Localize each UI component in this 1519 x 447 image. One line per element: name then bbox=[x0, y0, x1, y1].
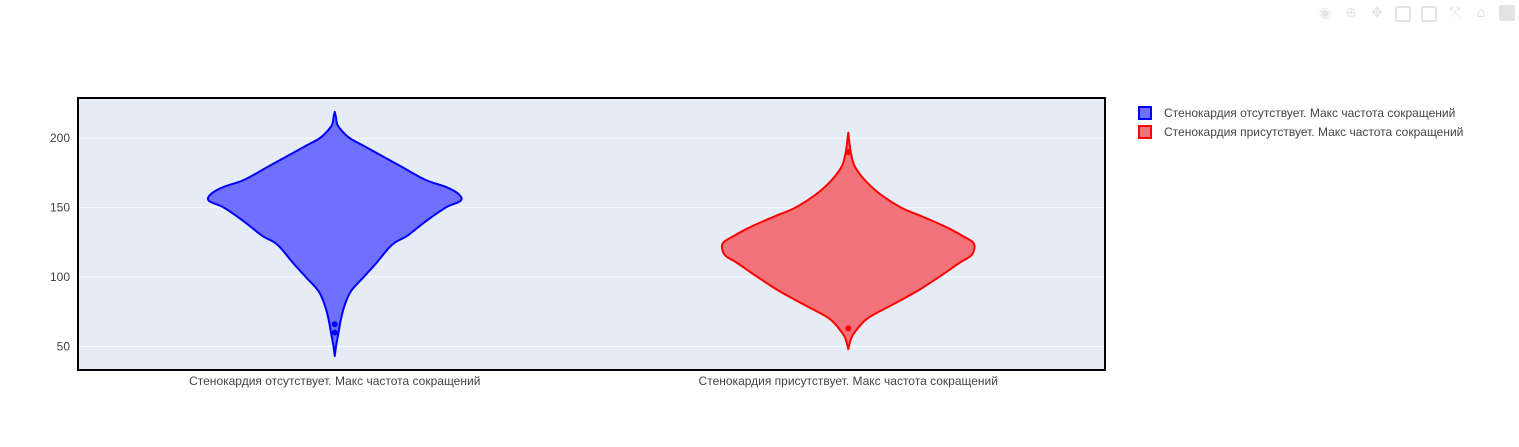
zoom-out-icon[interactable] bbox=[1421, 5, 1437, 22]
x-tick-label: Стенокардия отсутствует. Макс частота со… bbox=[189, 374, 480, 388]
reset-axes-icon[interactable]: ⌂ bbox=[1476, 5, 1486, 21]
camera-icon[interactable]: ◉ bbox=[1318, 5, 1332, 21]
plotly-logo-icon[interactable] bbox=[1499, 5, 1515, 21]
plot-frame bbox=[77, 97, 1106, 371]
outlier-point[interactable] bbox=[845, 149, 852, 156]
y-axis-ticks: 50 100 150 200 bbox=[50, 131, 70, 353]
zoom-icon[interactable]: ⊕ bbox=[1345, 5, 1357, 21]
legend-label: Стенокардия отсутствует. Макс частота со… bbox=[1164, 106, 1455, 120]
legend-swatch bbox=[1138, 125, 1152, 139]
outlier-point[interactable] bbox=[331, 329, 338, 336]
legend-swatch bbox=[1138, 106, 1152, 120]
modebar: ◉ ⊕ ✥ ⤧ ⌂ bbox=[1317, 4, 1515, 22]
violins bbox=[206, 110, 976, 358]
x-axis-ticks: Стенокардия отсутствует. Макс частота со… bbox=[189, 374, 998, 388]
pan-icon[interactable]: ✥ bbox=[1371, 5, 1383, 21]
outlier-point[interactable] bbox=[331, 321, 338, 328]
zoom-in-icon[interactable] bbox=[1395, 5, 1411, 22]
y-tick-label: 150 bbox=[50, 201, 70, 215]
y-tick-label: 50 bbox=[57, 339, 71, 353]
legend-label: Стенокардия присутствует. Макс частота с… bbox=[1164, 125, 1463, 139]
violin-1[interactable] bbox=[720, 131, 976, 351]
legend: Стенокардия отсутствует. Макс частота со… bbox=[1138, 106, 1463, 139]
outlier-point[interactable] bbox=[845, 325, 852, 332]
x-tick-label: Стенокардия присутствует. Макс частота с… bbox=[699, 374, 998, 388]
legend-item-1[interactable]: Стенокардия присутствует. Макс частота с… bbox=[1138, 125, 1463, 139]
autoscale-icon[interactable]: ⤧ bbox=[1449, 5, 1461, 21]
violin-0[interactable] bbox=[206, 110, 463, 358]
y-tick-label: 100 bbox=[50, 270, 70, 284]
y-tick-label: 200 bbox=[50, 131, 70, 145]
legend-item-0[interactable]: Стенокардия отсутствует. Макс частота со… bbox=[1138, 106, 1455, 120]
